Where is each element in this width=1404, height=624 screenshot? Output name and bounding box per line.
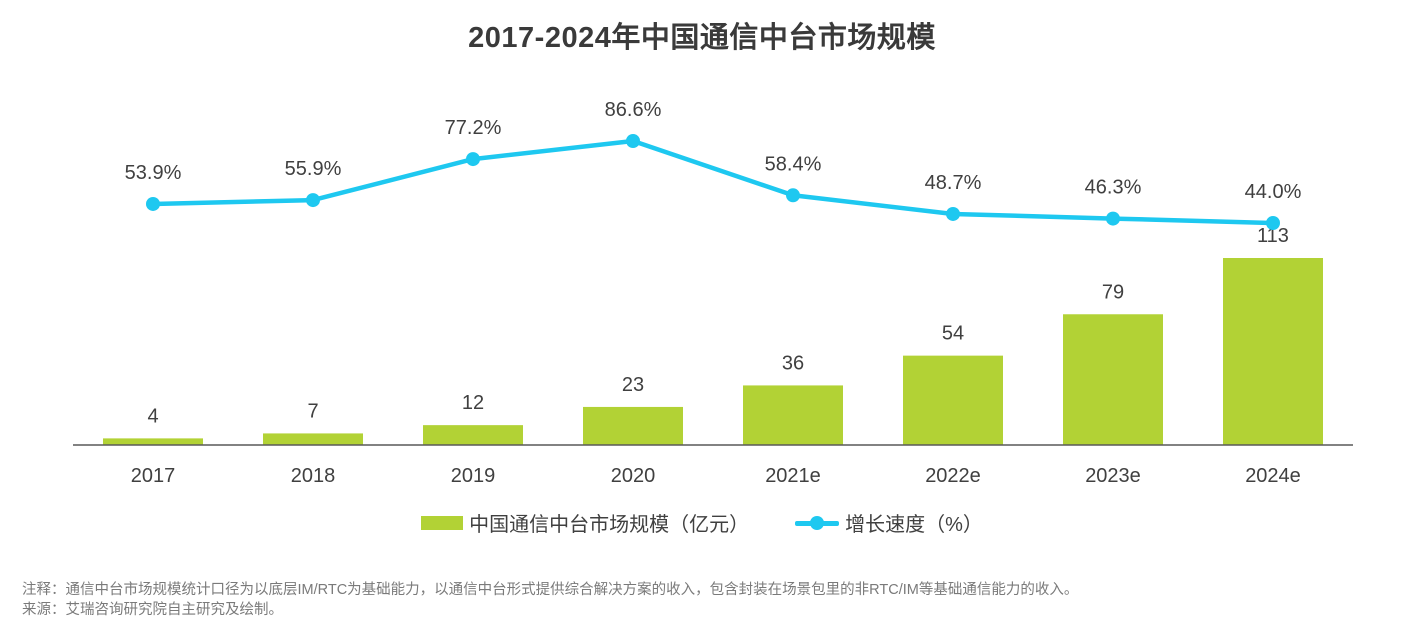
bar-2022e bbox=[903, 355, 1003, 445]
line-label-2017: 53.9% bbox=[125, 162, 182, 184]
line-point-2018 bbox=[306, 193, 320, 208]
legend-label-growth-rate: 增长速度（%） bbox=[845, 514, 983, 536]
bar-label-2023e: 79 bbox=[1102, 281, 1124, 303]
bar-label-2024e: 113 bbox=[1257, 225, 1289, 247]
bar-2019 bbox=[423, 425, 523, 445]
bar-label-2018: 7 bbox=[307, 400, 318, 422]
bar-2020 bbox=[583, 406, 683, 445]
bar-label-2017: 4 bbox=[147, 405, 158, 427]
x-tick-2020: 2020 bbox=[611, 465, 656, 487]
line-label-2018: 55.9% bbox=[285, 158, 342, 180]
bar-label-2019: 12 bbox=[462, 392, 484, 414]
bar-swatch-icon bbox=[421, 515, 464, 530]
line-point-2019 bbox=[466, 152, 480, 167]
x-tick-2024e: 2024e bbox=[1245, 465, 1301, 487]
line-point-2020 bbox=[626, 134, 640, 148]
bar-2023e bbox=[1063, 314, 1163, 445]
legend: 中国通信中台市场规模（亿元） 增长速度（%） bbox=[0, 508, 1404, 537]
bar-2017 bbox=[103, 438, 203, 445]
bar-2024e bbox=[1223, 258, 1323, 445]
x-axis-ticks: 2017 2018 2019 2020 2021e 2022e 2023e 2024e bbox=[131, 465, 1301, 487]
line-label-2022e: 48.7% bbox=[925, 172, 982, 194]
bar-2021e bbox=[743, 385, 843, 445]
chart-title: 2017-2024年中国通信中台市场规模 bbox=[468, 22, 936, 54]
line-point-2022e bbox=[946, 206, 960, 221]
x-tick-2021e: 2021e bbox=[765, 465, 821, 487]
line-data-labels: 53.9% 55.9% 77.2% 86.6% 58.4% 48.7% 46.3% 44.0% bbox=[125, 99, 1302, 203]
line-label-2020: 86.6% bbox=[605, 99, 662, 121]
x-tick-2018: 2018 bbox=[291, 465, 336, 487]
line-label-2024e: 44.0% bbox=[1245, 181, 1302, 203]
footnotes: 注释：通信中台市场规模统计口径为以底层IM/RTC为基础能力，以通信中台形式提供… bbox=[22, 580, 1078, 620]
line-marker-icon bbox=[795, 515, 840, 531]
bar-data-labels: 4 7 12 23 36 54 79 113 bbox=[147, 225, 1289, 427]
bar-series bbox=[103, 258, 1323, 445]
bar-label-2022e: 54 bbox=[942, 323, 964, 345]
legend-item-market-size: 中国通信中台市场规模（亿元） bbox=[421, 508, 749, 537]
x-tick-2023e: 2023e bbox=[1085, 465, 1141, 487]
line-label-2019: 77.2% bbox=[445, 117, 502, 139]
line-series bbox=[146, 134, 1280, 230]
line-point-2023e bbox=[1106, 211, 1120, 226]
x-tick-2017: 2017 bbox=[131, 465, 176, 487]
legend-label-market-size: 中国通信中台市场规模（亿元） bbox=[469, 514, 750, 536]
source-text: 来源：艾瑞咨询研究院自主研究及绘制。 bbox=[22, 602, 283, 618]
bar-2018 bbox=[263, 433, 363, 445]
legend-item-growth-rate: 增长速度（%） bbox=[795, 508, 983, 537]
line-label-2021e: 58.4% bbox=[765, 153, 822, 175]
bar-label-2020: 23 bbox=[622, 374, 644, 396]
bar-label-2021e: 36 bbox=[782, 352, 804, 374]
x-tick-2022e: 2022e bbox=[925, 465, 981, 487]
line-point-2021e bbox=[786, 188, 800, 203]
growth-line bbox=[152, 138, 1274, 226]
line-label-2023e: 46.3% bbox=[1085, 177, 1142, 199]
line-point-2024e bbox=[1266, 216, 1280, 230]
note-text: 注释：通信中台市场规模统计口径为以底层IM/RTC为基础能力，以通信中台形式提供… bbox=[22, 582, 1079, 598]
line-point-2017 bbox=[146, 196, 160, 211]
x-tick-2019: 2019 bbox=[451, 465, 496, 487]
